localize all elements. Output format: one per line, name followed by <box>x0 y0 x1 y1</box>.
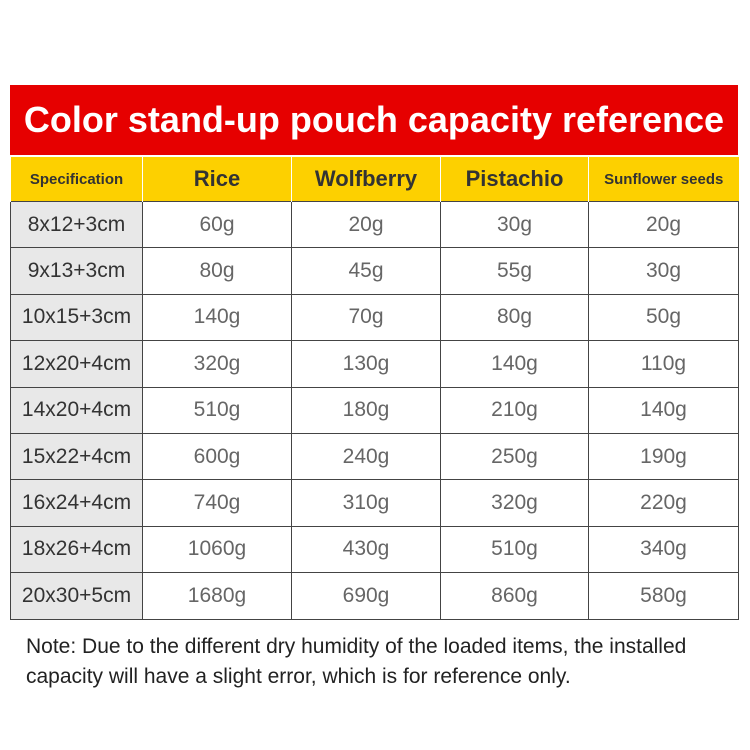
table-row: 12x20+4cm 320g 130g 140g 110g <box>10 340 739 388</box>
column-header: Specification <box>10 157 143 202</box>
spec-cell: 18x26+4cm <box>10 525 143 574</box>
spec-cell: 9x13+3cm <box>10 247 143 295</box>
capacity-cell: 320g <box>440 479 589 527</box>
table-title: Color stand-up pouch capacity reference <box>10 85 738 155</box>
capacity-cell: 580g <box>588 572 739 620</box>
capacity-cell: 510g <box>142 386 292 434</box>
capacity-cell: 140g <box>440 340 589 388</box>
table-row: 20x30+5cm 1680g 690g 860g 580g <box>10 572 739 620</box>
capacity-cell: 1060g <box>142 525 292 574</box>
capacity-cell: 30g <box>440 200 589 249</box>
column-header: Pistachio <box>440 157 589 202</box>
spec-cell: 16x24+4cm <box>10 479 143 527</box>
capacity-cell: 80g <box>142 247 292 295</box>
spec-cell: 12x20+4cm <box>10 340 143 388</box>
capacity-cell: 70g <box>291 293 441 342</box>
capacity-cell: 320g <box>142 340 292 388</box>
capacity-cell: 80g <box>440 293 589 342</box>
capacity-table: Specification Rice Wolfberry Pistachio Sunfl… <box>10 157 739 620</box>
capacity-cell: 690g <box>291 572 441 620</box>
capacity-cell: 60g <box>142 200 292 249</box>
header-row: Specification Rice Wolfberry Pistachio Sunfl… <box>10 157 739 202</box>
spec-cell: 14x20+4cm <box>10 386 143 434</box>
spec-cell: 20x30+5cm <box>10 572 143 620</box>
column-header: Rice <box>142 157 292 202</box>
column-header: Sunflower seeds <box>588 157 739 202</box>
table-row: 15x22+4cm 600g 240g 250g 190g <box>10 432 739 481</box>
capacity-cell: 740g <box>142 479 292 527</box>
table-row: 18x26+4cm 1060g 430g 510g 340g <box>10 525 739 574</box>
spec-cell: 15x22+4cm <box>10 432 143 481</box>
capacity-cell: 250g <box>440 432 589 481</box>
capacity-cell: 510g <box>440 525 589 574</box>
capacity-cell: 220g <box>588 479 739 527</box>
capacity-cell: 140g <box>142 293 292 342</box>
table-row: 14x20+4cm 510g 180g 210g 140g <box>10 386 739 434</box>
capacity-cell: 110g <box>588 340 739 388</box>
column-header: Wolfberry <box>291 157 441 202</box>
capacity-cell: 130g <box>291 340 441 388</box>
table-row: 8x12+3cm 60g 20g 30g 20g <box>10 200 739 249</box>
spec-cell: 8x12+3cm <box>10 200 143 249</box>
capacity-cell: 240g <box>291 432 441 481</box>
capacity-cell: 50g <box>588 293 739 342</box>
spec-cell: 10x15+3cm <box>10 293 143 342</box>
capacity-cell: 140g <box>588 386 739 434</box>
table-row: 10x15+3cm 140g 70g 80g 50g <box>10 293 739 342</box>
capacity-cell: 310g <box>291 479 441 527</box>
capacity-cell: 860g <box>440 572 589 620</box>
capacity-cell: 340g <box>588 525 739 574</box>
capacity-cell: 1680g <box>142 572 292 620</box>
table-row: 9x13+3cm 80g 45g 55g 30g <box>10 247 739 295</box>
table-row: 16x24+4cm 740g 310g 320g 220g <box>10 479 739 527</box>
capacity-cell: 20g <box>291 200 441 249</box>
capacity-cell: 45g <box>291 247 441 295</box>
note-text: Note: Due to the different dry humidity … <box>26 635 687 688</box>
capacity-cell: 180g <box>291 386 441 434</box>
capacity-cell: 190g <box>588 432 739 481</box>
capacity-cell: 30g <box>588 247 739 295</box>
capacity-cell: 55g <box>440 247 589 295</box>
capacity-cell: 20g <box>588 200 739 249</box>
capacity-cell: 430g <box>291 525 441 574</box>
capacity-cell: 210g <box>440 386 589 434</box>
capacity-cell: 600g <box>142 432 292 481</box>
